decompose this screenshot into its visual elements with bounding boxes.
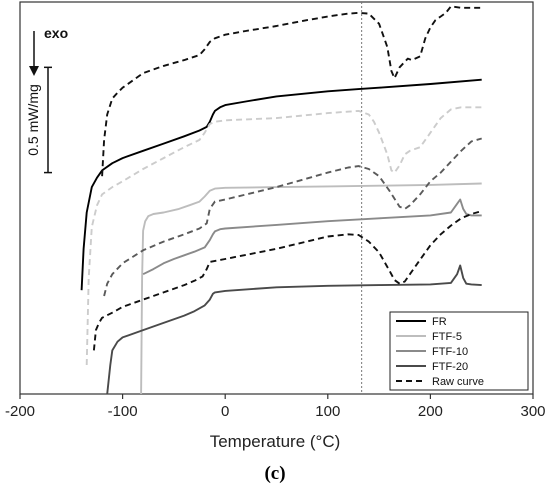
x-tick-label-3: 100 (315, 403, 340, 420)
legend-label-1: FTF-5 (432, 331, 462, 343)
series-line-7 (92, 210, 482, 351)
legend-label-4: Raw curve (432, 376, 484, 388)
series-line-4 (142, 198, 482, 276)
x-axis-title: Temperature (°C) (210, 432, 341, 451)
plot-frame (19, 1, 534, 395)
scale-bar-label: 0.5 mW/mg (25, 84, 41, 156)
series-line-6 (106, 264, 482, 395)
legend: FR FTF-5 FTF-10 FTF-20 Raw curve (389, 311, 529, 391)
x-tick-label-0: -200 (5, 403, 35, 420)
legend-label-2: FTF-10 (432, 346, 468, 358)
x-tick-label-1: -100 (108, 403, 138, 420)
series-line-5 (103, 137, 482, 297)
panel-label: (c) (264, 463, 285, 484)
legend-label-3: FTF-20 (432, 361, 468, 373)
series-line-3 (85, 106, 482, 366)
x-tick-label-5: 300 (520, 403, 545, 420)
exo-arrow-head (29, 66, 39, 76)
series-line-2 (140, 182, 482, 395)
series-line-0 (80, 78, 482, 291)
x-tick-label-2: 0 (221, 403, 229, 420)
exo-label: exo (44, 25, 68, 41)
series-line-1 (101, 5, 482, 177)
legend-label-0: FR (432, 316, 447, 328)
series-layer (80, 5, 482, 395)
x-tick-label-4: 200 (418, 403, 443, 420)
legend-box (389, 311, 529, 391)
x-axis-ticks: -200 -100 0 100 200 300 (5, 394, 546, 420)
